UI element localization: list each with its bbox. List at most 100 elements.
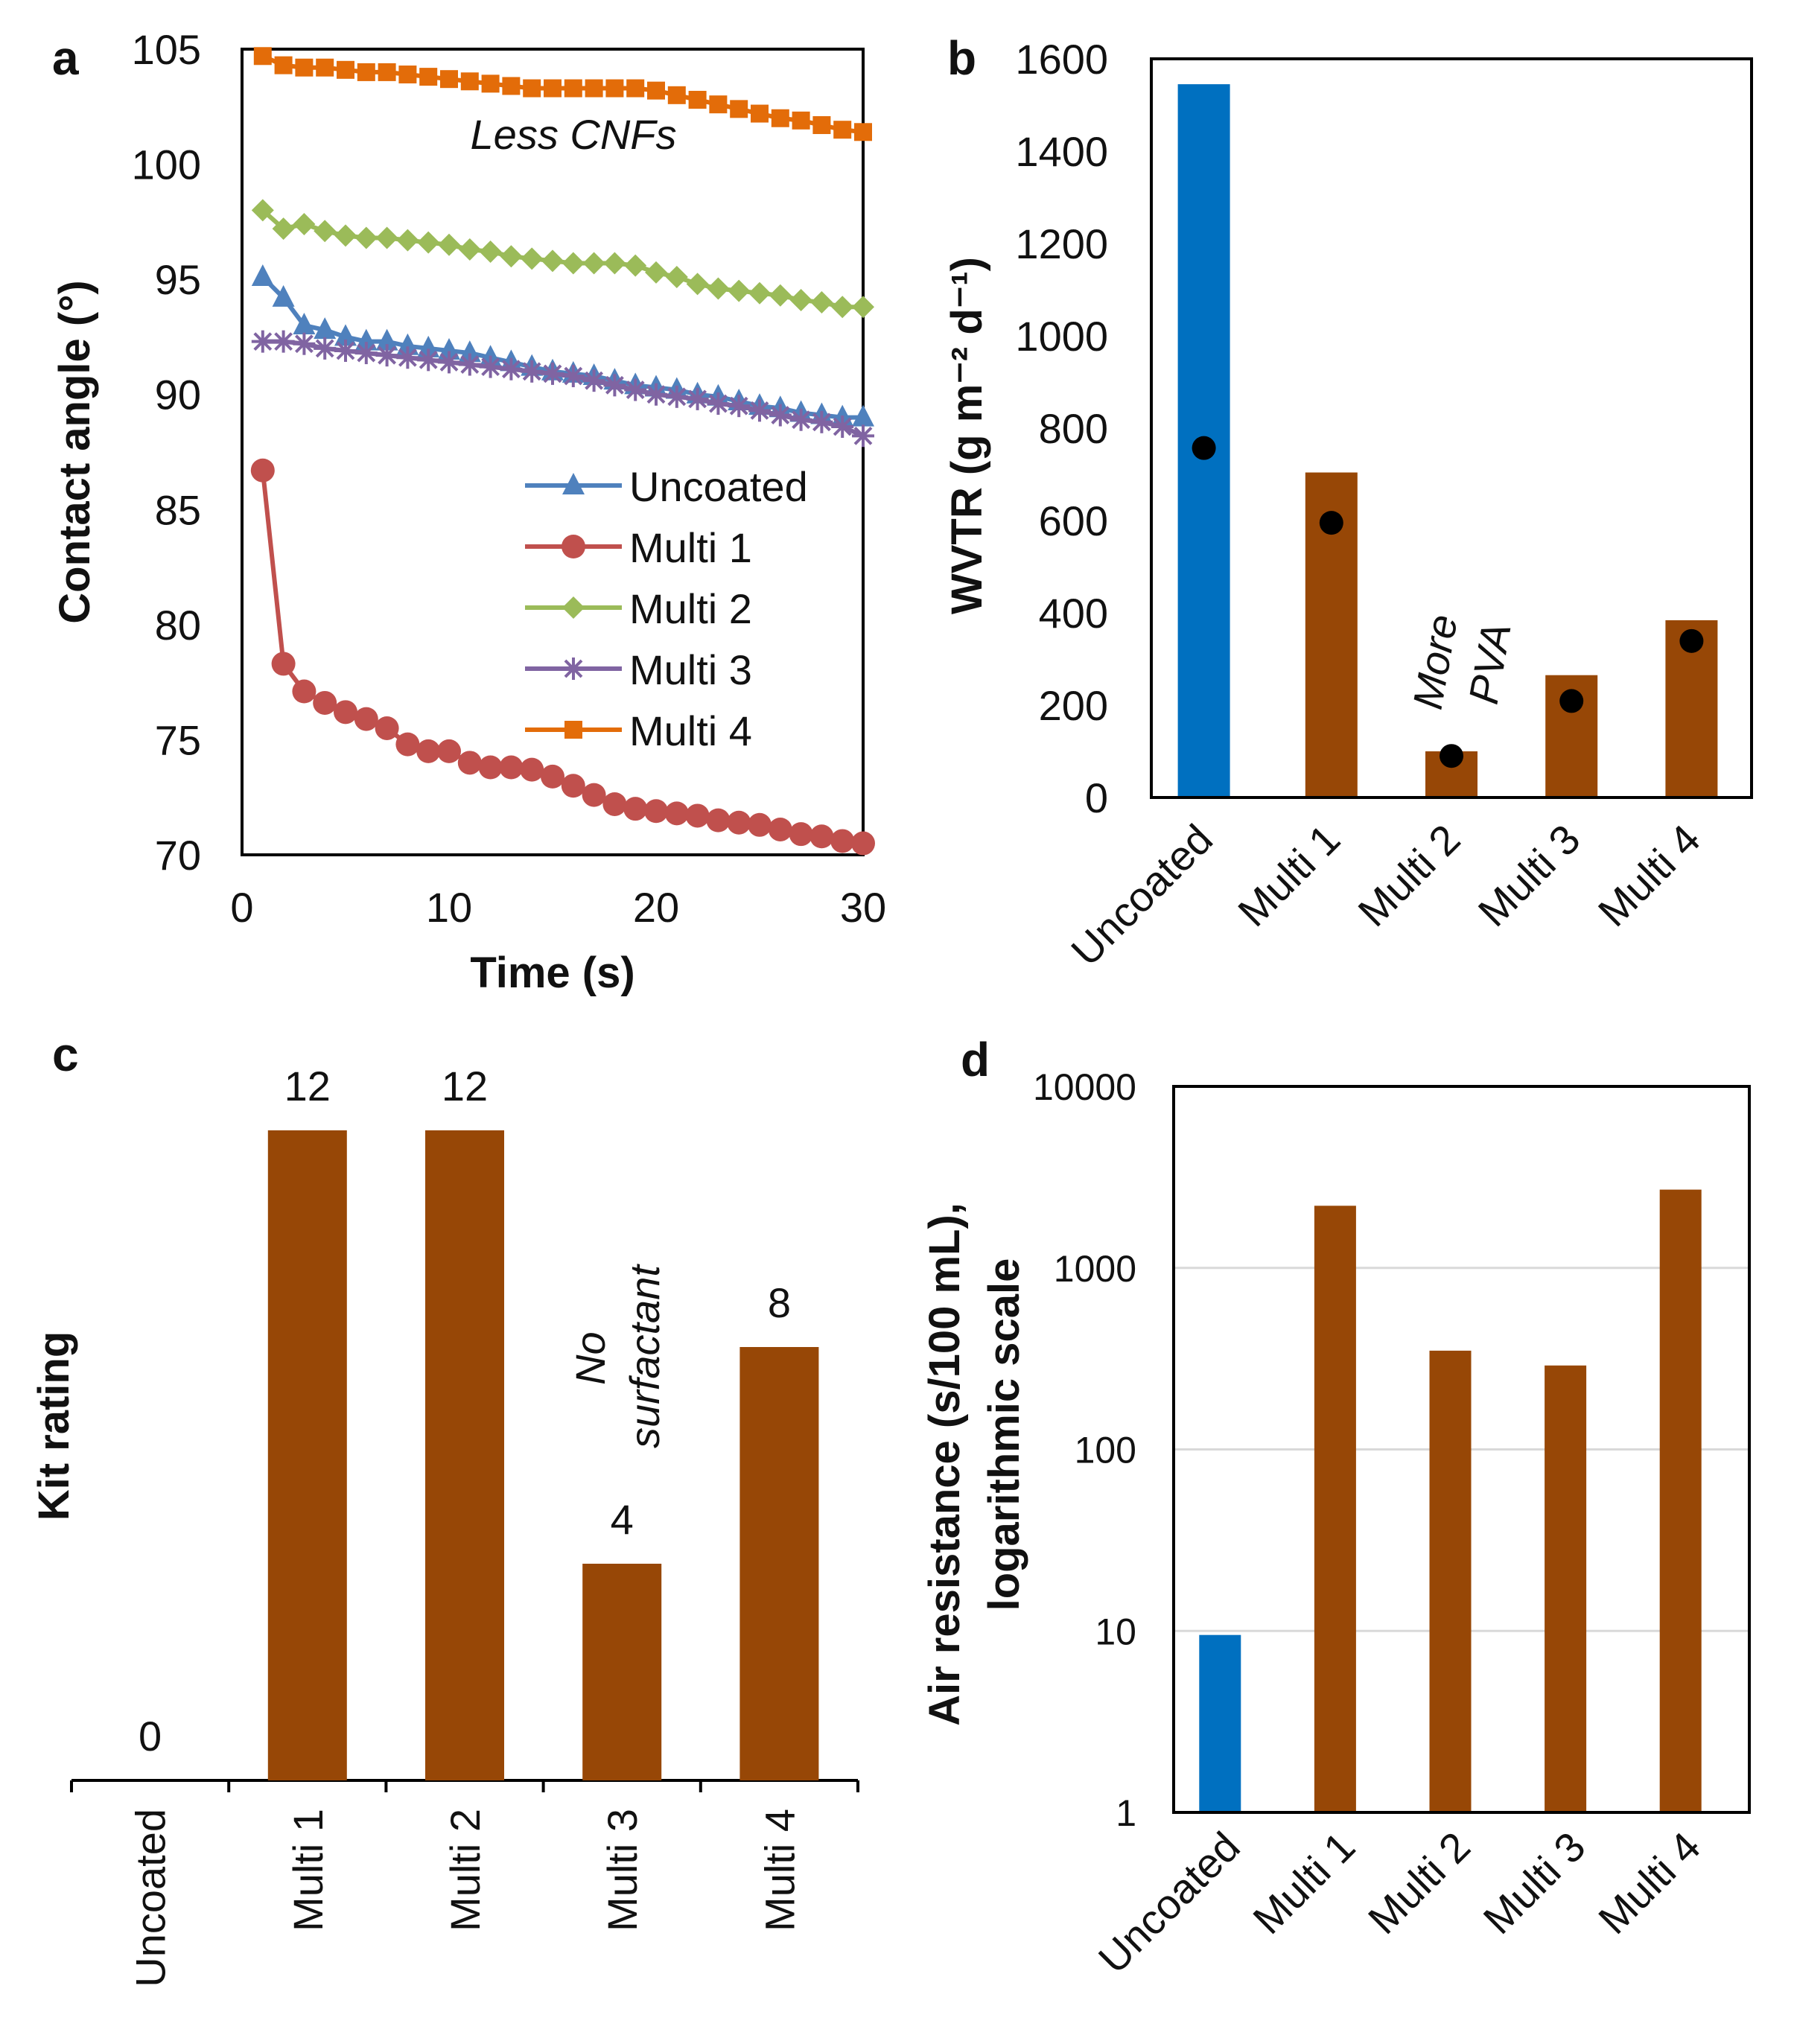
legend-label: Multi 3 [629,646,752,693]
data-point [354,342,378,365]
data-point [500,245,523,268]
x-tick-label: Multi 4 [1589,1823,1709,1943]
data-point [502,77,521,95]
y-tick-label: 1600 [1015,36,1108,83]
data-point [706,808,731,832]
data-point [521,247,544,270]
data-point [334,339,357,362]
data-point [440,70,458,89]
y-tick-label: 1000 [1015,313,1108,360]
bar [267,1130,347,1780]
x-tick-label: Multi 1 [284,1809,331,1932]
data-point [748,812,772,837]
y-tick-label: 75 [155,716,201,763]
data-point [730,100,748,118]
data-point [457,751,482,775]
data-point [707,392,730,416]
series-multi-4 [253,47,872,141]
y-axis-title: Contact angle (°) [51,280,99,623]
y-axis-title-line2: logarithmic scale [980,1258,1028,1611]
data-point [523,79,541,98]
data-point [647,81,665,100]
legend-marker [562,658,585,680]
legend-item: Uncoated [525,463,808,510]
panel-label-b: b [947,31,976,85]
data-point [437,739,461,763]
legend-marker [564,721,582,739]
x-tick-label: Uncoated [1090,1823,1249,1982]
data-point [272,284,295,307]
x-tick-label: Uncoated [1062,815,1221,975]
annotation-no: No [567,1331,614,1385]
data-point [250,458,275,483]
data-point [686,387,709,410]
panel-d-bar-chart: 1 10 100 1000 10000 Air resistance (s/100 mL)… [920,1066,1751,1982]
data-point [667,86,686,104]
data-point [375,328,398,351]
plot-frame [1150,57,1753,799]
data-point [417,335,440,357]
data-label: 12 [284,1063,331,1109]
y-tick-label: 10 [1095,1611,1136,1652]
data-point [709,95,728,114]
data-point [396,333,419,355]
annotation-surfactant: surfactant [621,1264,668,1448]
x-tick-label: Multi 2 [1349,815,1469,935]
panel-label-d: d [961,1033,990,1086]
data-point [458,340,481,363]
data-point [334,324,357,346]
x-tick-label: Multi 4 [756,1809,803,1932]
data-point [395,732,420,757]
legend-label: Multi 2 [629,585,752,632]
data-point [293,312,316,334]
x-tick-label: Multi 2 [442,1809,489,1932]
y-tick-label: 1 [1116,1792,1136,1834]
data-point [665,266,688,289]
data-point [417,231,440,254]
data-label: 12 [442,1063,488,1109]
data-label: 8 [768,1279,791,1326]
series-multi-1 [250,458,875,856]
panel-c-bar-chart: Kit rating 0 Uncoated 12 Multi 1 12 Multi 2 4 Mu… [30,1063,859,1987]
data-point [334,224,357,247]
data-point [314,337,337,360]
x-tick-label: Multi 3 [1474,1823,1594,1943]
data-label: 0 [139,1713,162,1760]
data-point [830,829,855,853]
y-tick-label: 1400 [1015,128,1108,175]
data-point [417,348,440,372]
data-point [541,362,564,385]
data-point [251,330,274,353]
data-point [357,63,375,81]
data-point [810,291,833,314]
y-tick-label: 1000 [1054,1248,1136,1290]
data-dot [1319,511,1343,535]
annotation-more: More [1404,611,1466,713]
x-axis-title: Time (s) [470,949,634,997]
data-point [521,360,544,383]
data-point [769,404,792,427]
annotation-pva: PVA [1460,620,1520,707]
x-tick-label: Multi 1 [1229,815,1349,935]
data-point [562,252,585,275]
data-point [852,296,874,319]
data-point [458,353,481,376]
data-point [833,121,852,139]
data-point [623,797,648,821]
bar [1314,1206,1356,1812]
x-tick-label: 0 [230,884,253,931]
x-tick-label: Uncoated [127,1809,174,1987]
x-tick-label: Multi 2 [1359,1823,1479,1943]
data-point [686,273,709,296]
data-point [500,357,523,381]
data-point [313,690,337,715]
data-dot [1559,689,1584,713]
data-point [478,755,503,780]
data-point [438,233,460,256]
data-point [272,217,295,241]
y-tick-label: 105 [132,26,201,73]
data-point [664,801,689,826]
legend-label: Multi 1 [629,524,752,571]
data-point [479,241,502,264]
y-tick-label: 10000 [1033,1066,1136,1108]
